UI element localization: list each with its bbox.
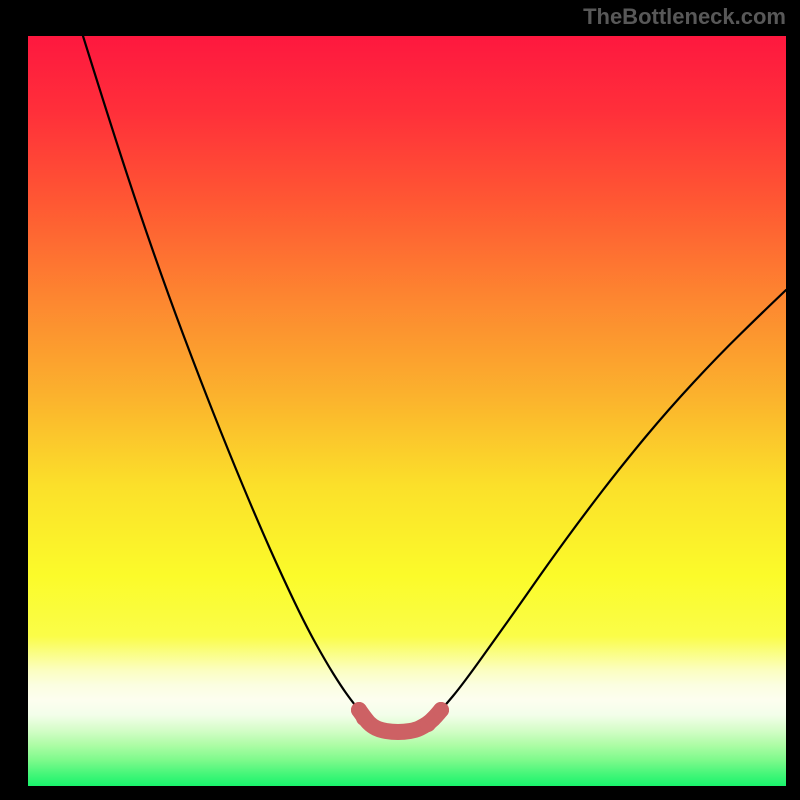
chart-frame: TheBottleneck.com bbox=[0, 0, 800, 800]
gradient-background bbox=[28, 36, 786, 786]
chart-plot-area bbox=[28, 36, 786, 786]
marker-dot bbox=[433, 702, 449, 718]
bottleneck-curve-chart bbox=[28, 36, 786, 786]
watermark-text: TheBottleneck.com bbox=[583, 4, 786, 30]
marker-dot bbox=[356, 710, 372, 726]
